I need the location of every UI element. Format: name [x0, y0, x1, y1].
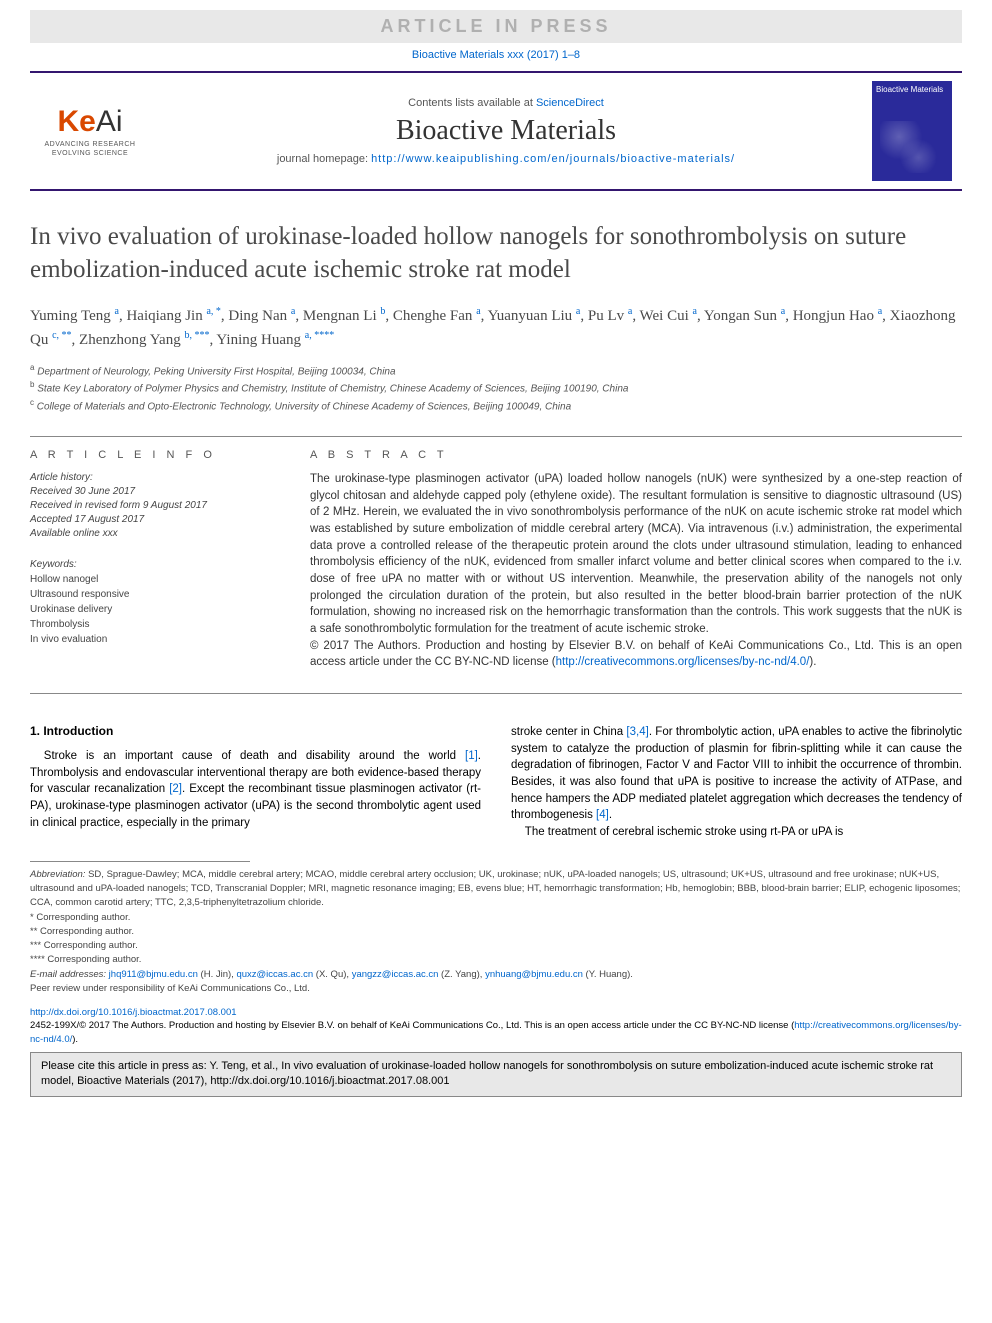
homepage-label: journal homepage:	[277, 153, 371, 165]
authors-list: Yuming Teng a, Haiqiang Jin a, *, Ding N…	[30, 304, 962, 352]
doi-link[interactable]: http://dx.doi.org/10.1016/j.bioactmat.20…	[30, 1007, 237, 1018]
logo-tagline-2: EVOLVING SCIENCE	[40, 150, 140, 157]
email-label: E-mail addresses:	[30, 969, 109, 980]
logo-ai: Ai	[96, 105, 123, 138]
abstract-close: ).	[809, 656, 816, 668]
corresponding-note: ** Corresponding author.	[30, 925, 962, 939]
affiliation: a Department of Neurology, Peking Univer…	[30, 362, 962, 379]
keywords-block: Keywords: Hollow nanogelUltrasound respo…	[30, 557, 280, 647]
publisher-logo: KeAi ADVANCING RESEARCH EVOLVING SCIENCE	[30, 101, 150, 161]
footnote-rule	[30, 861, 250, 862]
email-link[interactable]: quxz@iccas.ac.cn	[236, 969, 313, 980]
corresponding-note: *** Corresponding author.	[30, 939, 962, 953]
cover-text: Bioactive Materials	[876, 85, 943, 94]
email-link[interactable]: jhq911@bjmu.edu.cn	[109, 969, 198, 980]
footnotes: Abbreviation: SD, Sprague-Dawley; MCA, m…	[30, 868, 962, 996]
homepage-link[interactable]: http://www.keaipublishing.com/en/journal…	[371, 153, 735, 165]
affiliation: c College of Materials and Opto-Electron…	[30, 397, 962, 414]
keyword: Hollow nanogel	[30, 572, 280, 587]
ref-link-2[interactable]: [2]	[169, 783, 182, 795]
issn-line: 2452-199X/© 2017 The Authors. Production…	[30, 1020, 794, 1031]
article-title: In vivo evaluation of urokinase-loaded h…	[30, 221, 962, 286]
affiliation: b State Key Laboratory of Polymer Physic…	[30, 379, 962, 396]
in-press-banner: ARTICLE IN PRESS	[30, 10, 962, 43]
email-link[interactable]: yangzz@iccas.ac.cn	[352, 969, 439, 980]
peer-review: Peer review under responsibility of KeAi…	[30, 982, 962, 996]
affiliations: a Department of Neurology, Peking Univer…	[30, 362, 962, 414]
intro-para-1: Stroke is an important cause of death an…	[30, 748, 481, 831]
section-heading-intro: 1. Introduction	[30, 724, 481, 738]
sciencedirect-line: Contents lists available at ScienceDirec…	[150, 97, 862, 109]
abbreviations: Abbreviation: SD, Sprague-Dawley; MCA, m…	[30, 868, 962, 911]
email-line: E-mail addresses: jhq911@bjmu.edu.cn (H.…	[30, 968, 962, 982]
doi-close: ).	[72, 1034, 78, 1045]
intro-para-3: The treatment of cerebral ischemic strok…	[511, 824, 962, 841]
doi-block: http://dx.doi.org/10.1016/j.bioactmat.20…	[30, 1006, 962, 1046]
article-info-heading: A R T I C L E I N F O	[30, 449, 280, 461]
history-online: Available online xxx	[30, 527, 280, 541]
top-citation: Bioactive Materials xxx (2017) 1–8	[0, 49, 992, 61]
journal-name: Bioactive Materials	[150, 115, 862, 147]
sd-prefix: Contents lists available at	[408, 97, 536, 109]
divider	[30, 436, 962, 437]
email-link[interactable]: ynhuang@bjmu.edu.cn	[485, 969, 583, 980]
cite-box: Please cite this article in press as: Y.…	[30, 1052, 962, 1097]
history-revised: Received in revised form 9 August 2017	[30, 499, 280, 513]
corresponding-note: * Corresponding author.	[30, 911, 962, 925]
ref-link-1[interactable]: [1]	[465, 750, 478, 762]
logo-ke: Ke	[57, 105, 95, 138]
intro-para-2: stroke center in China [3,4]. For thromb…	[511, 724, 962, 824]
sciencedirect-link[interactable]: ScienceDirect	[536, 97, 604, 109]
keyword: In vivo evaluation	[30, 632, 280, 647]
ref-link-4[interactable]: [4]	[596, 809, 609, 821]
journal-header: KeAi ADVANCING RESEARCH EVOLVING SCIENCE…	[30, 71, 962, 191]
corresponding-note: **** Corresponding author.	[30, 953, 962, 967]
divider	[30, 693, 962, 694]
ref-link-3-4[interactable]: [3,4]	[626, 726, 648, 738]
abstract-text: The urokinase-type plasminogen activator…	[310, 473, 962, 635]
keyword: Urokinase delivery	[30, 602, 280, 617]
abstract-body: The urokinase-type plasminogen activator…	[310, 471, 962, 671]
keyword: Thrombolysis	[30, 617, 280, 632]
keywords-label: Keywords:	[30, 557, 280, 572]
logo-tagline-1: ADVANCING RESEARCH	[40, 141, 140, 148]
journal-cover-thumb: Bioactive Materials	[872, 81, 952, 181]
article-history: Article history: Received 30 June 2017 R…	[30, 471, 280, 541]
history-label: Article history:	[30, 471, 280, 485]
abstract-heading: A B S T R A C T	[310, 449, 962, 461]
history-received: Received 30 June 2017	[30, 485, 280, 499]
license-link[interactable]: http://creativecommons.org/licenses/by-n…	[556, 656, 810, 668]
keyword: Ultrasound responsive	[30, 587, 280, 602]
history-accepted: Accepted 17 August 2017	[30, 513, 280, 527]
top-citation-link[interactable]: Bioactive Materials xxx (2017) 1–8	[412, 49, 580, 61]
homepage-line: journal homepage: http://www.keaipublish…	[150, 153, 862, 165]
